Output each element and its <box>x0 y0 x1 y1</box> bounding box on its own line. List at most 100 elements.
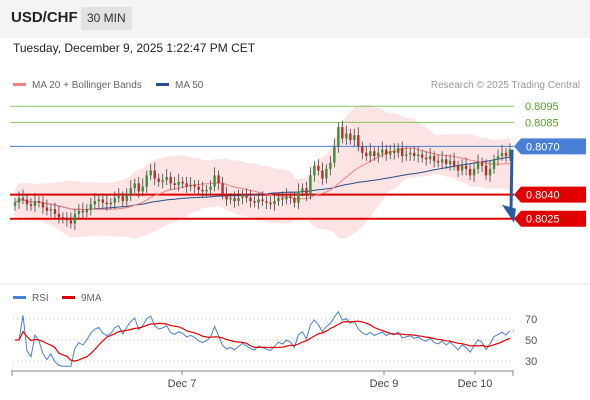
candle <box>197 180 200 195</box>
x-tick-label: Dec 7 <box>168 378 197 390</box>
candle <box>432 151 436 168</box>
candle <box>33 193 37 213</box>
candle <box>173 176 176 190</box>
candle-body <box>189 184 192 187</box>
candle-body <box>253 201 256 203</box>
chart-header: USD/CHF 30 MIN <box>0 0 590 38</box>
bollinger-band <box>15 105 510 239</box>
candle-body <box>349 133 352 140</box>
legend-item-rsi: RSI <box>13 293 49 304</box>
candle <box>249 189 252 208</box>
candle <box>133 178 136 194</box>
candle-body <box>101 199 105 203</box>
candle-body <box>205 189 208 192</box>
candle-body <box>472 168 476 176</box>
candle <box>237 189 240 206</box>
candle <box>484 159 488 181</box>
candle-body <box>456 165 460 171</box>
candle-body <box>105 202 109 205</box>
candle <box>161 173 164 189</box>
level-tag-0.8040: 0.8040 <box>526 190 560 202</box>
candle <box>273 193 276 211</box>
candle-body <box>377 152 380 157</box>
candle <box>125 188 128 206</box>
candle <box>420 149 424 163</box>
candle <box>373 146 376 161</box>
candle-body <box>464 165 468 169</box>
candle-body <box>389 151 392 155</box>
legend-label-ma50: MA 50 <box>175 80 204 91</box>
candle-body <box>229 197 232 200</box>
candle-body <box>121 196 124 202</box>
candle <box>165 168 168 185</box>
candle <box>201 181 204 198</box>
candle-body <box>432 156 436 161</box>
legend-swatch-ma50 <box>156 82 169 86</box>
candle-body <box>45 207 49 211</box>
candle-body <box>305 188 308 195</box>
candle-body <box>488 168 492 176</box>
candle-body <box>393 151 396 153</box>
candle <box>412 146 416 161</box>
candle <box>45 199 49 216</box>
candle-body <box>209 186 212 190</box>
candle <box>428 148 432 165</box>
candle <box>476 154 480 174</box>
candle <box>361 141 364 160</box>
candle-body <box>297 191 300 203</box>
candle <box>480 157 484 173</box>
candle <box>121 191 124 208</box>
legend-label-rsi: RSI <box>32 293 49 304</box>
candle-body <box>321 170 324 179</box>
candle <box>209 180 212 197</box>
candle-body <box>153 170 156 179</box>
candle-body <box>317 165 320 171</box>
candle-body <box>241 194 244 198</box>
candle-body <box>269 202 272 205</box>
candle-body <box>17 197 21 203</box>
candle-body <box>13 202 17 206</box>
candle <box>69 212 73 229</box>
candle-body <box>353 135 356 140</box>
candle-body <box>125 194 128 202</box>
candle <box>313 160 316 182</box>
candle <box>424 151 428 166</box>
candle-body <box>409 152 412 155</box>
candle <box>385 144 388 161</box>
candle-body <box>185 183 188 187</box>
forecast-arrow-shaft <box>509 149 514 211</box>
rsi-tick-label: 70 <box>525 314 537 326</box>
candle-body <box>293 197 296 203</box>
level-tag-0.8070: 0.8070 <box>526 141 560 153</box>
candle-body <box>401 148 404 157</box>
candle-body <box>345 133 348 139</box>
candle <box>25 194 29 211</box>
candle <box>405 146 408 161</box>
candle-body <box>81 210 85 213</box>
candle-body <box>412 152 416 157</box>
candle-body <box>85 209 89 213</box>
timestamp-label: Tuesday, December 9, 2025 1:22:47 PM CET <box>13 41 256 55</box>
candle-body <box>265 201 268 203</box>
candle <box>153 162 156 185</box>
candle-body <box>217 175 220 184</box>
candle-body <box>133 183 136 189</box>
candle <box>185 176 188 194</box>
symbol-label: USD/CHF <box>11 9 78 26</box>
candle <box>488 160 492 182</box>
legend-swatch-rsi <box>13 295 26 299</box>
candle-body <box>420 154 424 158</box>
candle <box>73 209 77 230</box>
timeframe-button[interactable]: 30 MIN <box>81 7 132 30</box>
candle-body <box>397 148 400 153</box>
candle <box>225 186 228 206</box>
candle <box>297 183 300 210</box>
candle <box>409 148 412 161</box>
candle-body <box>21 197 25 200</box>
candle-body <box>261 199 264 202</box>
legend-label-ma20: MA 20 + Bollinger Bands <box>32 80 142 91</box>
candle <box>317 159 320 176</box>
candle-body <box>201 189 204 192</box>
candle <box>21 189 25 205</box>
forecast-arrow-head <box>502 204 516 223</box>
